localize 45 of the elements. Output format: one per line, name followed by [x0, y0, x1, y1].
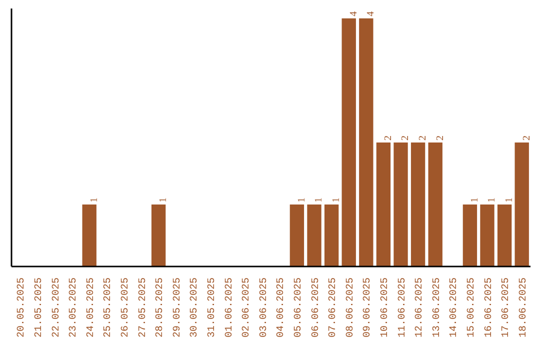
x-tick-label: 13.06.2025 [432, 277, 443, 338]
x-tick-label: 03.06.2025 [258, 277, 270, 338]
data-label: 1 [331, 197, 342, 202]
x-tick-label: 02.06.2025 [242, 277, 253, 338]
data-label: 2 [382, 135, 394, 140]
data-label: 1 [504, 197, 516, 202]
x-tick-label: 17.06.2025 [501, 277, 512, 338]
x-tick-label: 26.05.2025 [120, 277, 132, 338]
x-tick-label: 27.05.2025 [138, 277, 149, 338]
data-label: 1 [486, 197, 498, 202]
x-tick-label: 16.06.2025 [484, 277, 495, 338]
data-label: 4 [348, 11, 360, 16]
data-label: 2 [400, 135, 412, 140]
x-tick-label: 11.06.2025 [397, 277, 408, 338]
x-tick-label: 10.06.2025 [380, 277, 391, 338]
x-tick-label: 31.05.2025 [206, 277, 218, 338]
x-tick-label: 08.06.2025 [345, 277, 356, 338]
x-tick-label: 12.06.2025 [414, 277, 426, 338]
data-label: 1 [88, 197, 100, 202]
x-tick-label: 06.06.2025 [310, 277, 322, 338]
x-tick-label: 22.05.2025 [51, 277, 62, 338]
data-label: 2 [418, 135, 429, 140]
x-tick-label: 01.06.2025 [224, 277, 236, 338]
x-tick-label: 18.06.2025 [518, 277, 530, 338]
data-label: 2 [434, 135, 446, 140]
x-tick-label: 09.06.2025 [362, 277, 374, 338]
data-label: 1 [158, 197, 170, 202]
x-tick-label: 29.05.2025 [172, 277, 184, 338]
x-tick-label: 14.06.2025 [449, 277, 460, 338]
x-tick-label: 30.05.2025 [190, 277, 201, 338]
data-label: 1 [296, 197, 308, 202]
data-label: 4 [366, 11, 377, 16]
x-tick-label: 23.05.2025 [68, 277, 80, 338]
x-tick-label: 24.05.2025 [86, 277, 97, 338]
x-tick-label: 04.06.2025 [276, 277, 288, 338]
data-label: 1 [469, 197, 480, 202]
x-tick-label: 28.05.2025 [155, 277, 166, 338]
x-tick-label: 07.06.2025 [328, 277, 340, 338]
x-tick-label: 21.05.2025 [34, 277, 45, 338]
x-tick-label: 20.05.2025 [16, 277, 28, 338]
x-tick-label: 25.05.2025 [103, 277, 114, 338]
x-tick-label: 15.06.2025 [466, 277, 478, 338]
x-tick-label: 05.06.2025 [293, 277, 304, 338]
data-label: 2 [521, 135, 532, 140]
data-label: 1 [314, 197, 325, 202]
